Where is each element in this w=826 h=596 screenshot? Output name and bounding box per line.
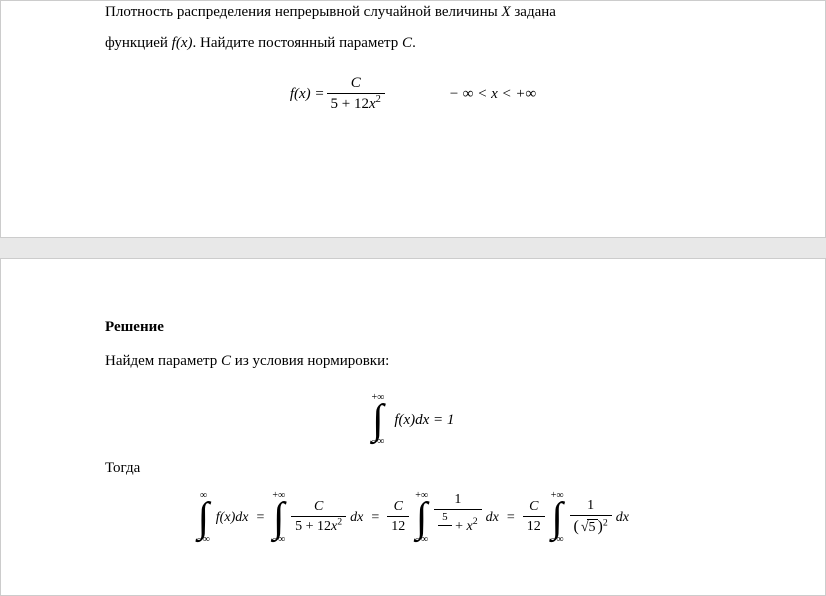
int4-lower: −∞	[415, 535, 428, 545]
dx-2: dx	[486, 510, 499, 526]
page-1: Плотность распределения непрерывной случ…	[0, 0, 826, 238]
fraction-1-over-a: 1 5 + x2	[434, 492, 482, 542]
fraction-denominator: 5 + 12x2	[327, 94, 385, 113]
frac3-den: (5)2	[570, 516, 612, 536]
den-x: x	[369, 96, 376, 112]
fraction-numerator: C	[327, 75, 385, 95]
dx-1: dx	[350, 510, 363, 526]
fraction-1-over-sqrt: 1 (5)2	[570, 498, 612, 536]
integral-sign-4: ∫	[416, 497, 428, 539]
problem-text-e: .	[412, 35, 416, 51]
c12a-den: 12	[387, 517, 409, 534]
int3-lower: −∞	[272, 535, 285, 545]
derivation-formula: ∞ ∫ −∞ f(x)dx = +∞ ∫ −∞ C 5 + 12x2 dx =	[105, 491, 721, 545]
integral-sign-1: ∫	[372, 399, 384, 441]
normalization-formula: +∞ ∫ −∞ f(x)dx = 1	[105, 393, 721, 447]
page-gap	[0, 238, 826, 258]
integral-4: +∞ ∫ −∞	[415, 491, 428, 545]
paren-exp: 2	[603, 517, 608, 528]
int2-body: f(x)dx	[216, 510, 249, 526]
domain-range: − ∞ < x < +∞	[449, 86, 536, 103]
norm-text-b: из условия нормировки:	[231, 353, 389, 369]
int1-lower: −∞	[372, 437, 385, 447]
solution-heading: Решение	[105, 319, 721, 336]
integral-5: +∞ ∫ −∞	[551, 491, 564, 545]
dx-3: dx	[616, 510, 629, 526]
density-formula: f(x) = C 5 + 12x2 − ∞ < x < +∞	[105, 76, 721, 114]
frac1-num: C	[291, 499, 346, 517]
frac2-plus: +	[455, 519, 466, 534]
equals-2: =	[371, 510, 379, 526]
function-fx: f(x)	[172, 35, 193, 51]
inner-frac-5: 5	[438, 511, 452, 540]
sqrt-5: 5	[579, 519, 598, 535]
integral-3: +∞ ∫ −∞	[272, 491, 285, 545]
frac1-den: 5 + 12x2	[291, 517, 346, 534]
problem-text-c: функцией	[105, 35, 172, 51]
problem-text-d: . Найдите постоянный параметр	[192, 35, 402, 51]
c12a-num: C	[387, 499, 409, 517]
fraction-c12-b: C 12	[523, 499, 545, 535]
equals-3: =	[507, 510, 515, 526]
fraction-c12-a: C 12	[387, 499, 409, 535]
inner-frac-num: 5	[438, 511, 452, 526]
integral-sign-3: ∫	[273, 497, 285, 539]
variable-c: C	[402, 35, 412, 51]
variable-x-upper: X	[501, 4, 510, 20]
fraction-c-denom: C 5 + 12x2	[291, 499, 346, 535]
norm-var-c: C	[221, 353, 231, 369]
problem-text-b: задана	[511, 4, 556, 20]
inner-frac-den	[438, 526, 452, 540]
frac1-den-exp: 2	[337, 516, 342, 527]
frac2-exp: 2	[473, 516, 478, 527]
problem-text-line-2: функцией f(x). Найдите постоянный параме…	[105, 32, 721, 55]
integral-1: +∞ ∫ −∞	[372, 393, 385, 447]
den-const: 5 + 12	[331, 96, 369, 112]
problem-text-a: Плотность распределения непрерывной случ…	[105, 4, 501, 20]
norm-text-a: Найдем параметр	[105, 353, 221, 369]
integral-sign-5: ∫	[551, 497, 563, 539]
den-exp: 2	[376, 94, 381, 105]
int2-lower: −∞	[197, 535, 210, 545]
frac3-num: 1	[570, 498, 612, 516]
integral-sign-2: ∫	[198, 497, 210, 539]
sqrt-body: 5	[587, 519, 598, 535]
problem-text-line-1: Плотность распределения непрерывной случ…	[105, 1, 721, 24]
c12b-num: C	[523, 499, 545, 517]
frac2-den: 5 + x2	[434, 510, 482, 541]
page-2: Решение Найдем параметр C из условия нор…	[0, 258, 826, 596]
c12b-den: 12	[523, 517, 545, 534]
int5-lower: −∞	[551, 535, 564, 545]
frac2-num: 1	[434, 492, 482, 510]
then-text: Тогда	[105, 457, 721, 480]
density-fraction: C 5 + 12x2	[327, 75, 385, 113]
integral-2: ∞ ∫ −∞	[197, 491, 210, 545]
formula-lhs: f(x) =	[290, 86, 325, 103]
int1-body: f(x)dx = 1	[394, 412, 454, 429]
equals-1: =	[256, 510, 264, 526]
frac1-den-a: 5 + 12	[295, 519, 331, 534]
normalization-text: Найдем параметр C из условия нормировки:	[105, 350, 721, 373]
